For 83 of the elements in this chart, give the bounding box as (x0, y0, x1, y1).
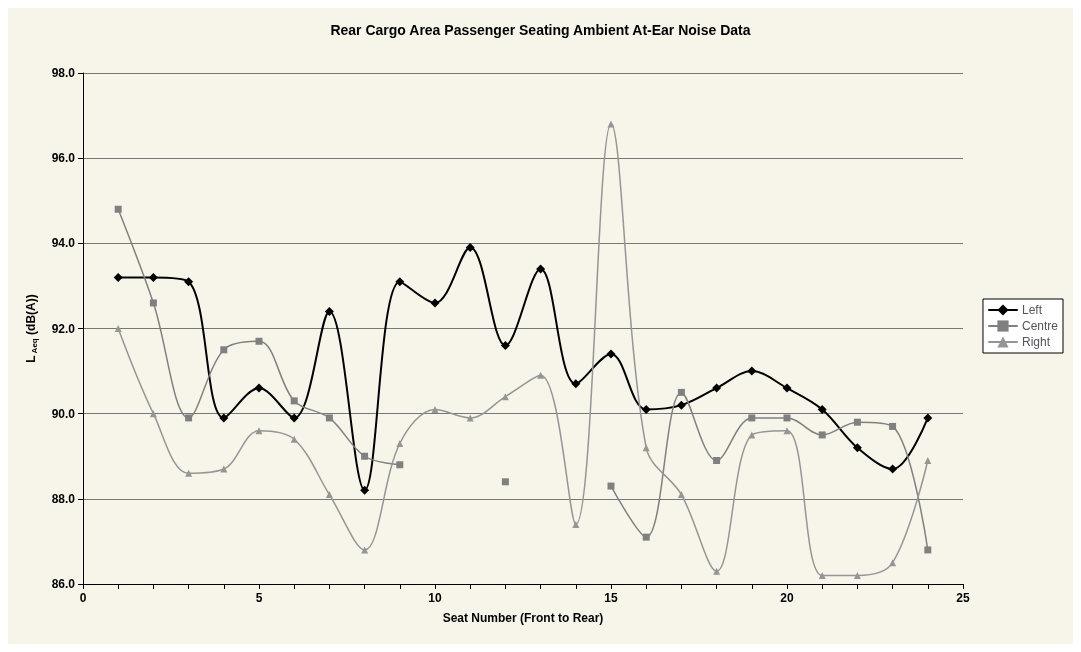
x-axis-title: Seat Number (Front to Rear) (442, 611, 604, 625)
point (642, 533, 650, 541)
point (325, 414, 333, 422)
x-tick-label: 0 (79, 591, 87, 605)
y-tick-label: 94.0 (51, 236, 76, 251)
y-tick-label: 96.0 (51, 151, 76, 166)
chart-title: Rear Cargo Area Passenger Seating Ambient At-Ear Noise Data (330, 22, 751, 38)
y-tick-label: 92.0 (51, 321, 76, 336)
y-axis-title: LAeq (dB(A)) (24, 294, 39, 363)
legend-label: Left (1021, 303, 1043, 317)
point (818, 571, 826, 579)
point (220, 346, 228, 354)
point (325, 491, 333, 499)
point (888, 464, 898, 474)
point (852, 443, 862, 453)
point (465, 243, 475, 253)
point (289, 413, 299, 423)
point (676, 400, 686, 410)
point (254, 383, 264, 393)
point (430, 298, 440, 308)
point (677, 491, 685, 499)
point (713, 567, 721, 575)
point (184, 277, 194, 287)
point (537, 371, 545, 379)
point (607, 120, 615, 128)
point (923, 413, 933, 423)
point (677, 388, 685, 396)
point (571, 379, 581, 389)
x-tick-label: 20 (780, 591, 794, 605)
point (185, 469, 193, 477)
x-tick-label: 5 (255, 591, 263, 605)
point (782, 383, 792, 393)
point (395, 277, 405, 287)
point (219, 413, 229, 423)
point (501, 393, 509, 401)
point (889, 422, 897, 430)
point (149, 299, 157, 307)
point (924, 457, 932, 465)
point (817, 404, 827, 414)
point (149, 410, 157, 418)
point (290, 397, 298, 405)
point (818, 431, 826, 439)
y-tick-label: 98.0 (51, 66, 76, 80)
point (501, 478, 509, 486)
point (255, 427, 263, 435)
point (713, 457, 721, 465)
point (500, 341, 510, 351)
point (361, 452, 369, 460)
y-tick-label: 90.0 (51, 406, 76, 421)
point (536, 264, 546, 274)
point (747, 366, 757, 376)
point (220, 465, 228, 473)
point (783, 427, 791, 435)
point (783, 414, 791, 422)
point (114, 325, 122, 332)
point (396, 461, 404, 469)
point (607, 482, 615, 490)
point (290, 435, 298, 443)
x-tick-label: 25 (956, 591, 970, 605)
y-tick-label: 86.0 (51, 577, 76, 591)
point (712, 383, 722, 393)
x-tick-label: 10 (428, 591, 442, 605)
point (606, 349, 616, 359)
point (148, 272, 158, 282)
point (748, 414, 756, 422)
point (185, 414, 193, 422)
point (255, 337, 263, 345)
point (324, 306, 334, 316)
point (924, 546, 932, 554)
point (360, 485, 370, 495)
y-tick-label: 88.0 (51, 491, 76, 506)
legend-label: Right (1021, 335, 1051, 349)
point (431, 405, 439, 413)
legend-label: Centre (1021, 319, 1059, 333)
point (641, 404, 651, 414)
x-tick-label: 15 (604, 591, 618, 605)
point (853, 418, 861, 426)
point (853, 571, 861, 579)
point (396, 439, 404, 447)
point (113, 272, 123, 282)
point (889, 559, 897, 567)
point (114, 205, 122, 213)
point (572, 520, 580, 528)
